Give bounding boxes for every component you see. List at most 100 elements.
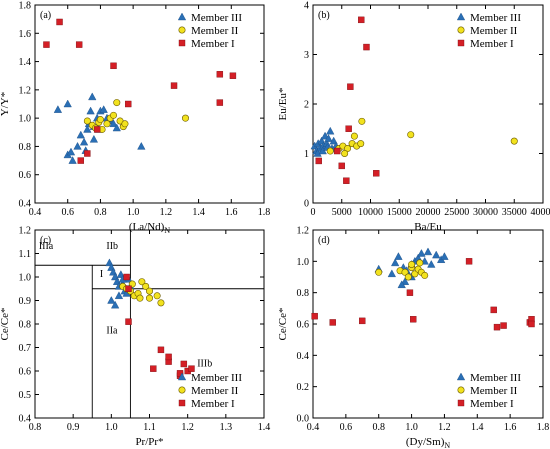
series-member-i: [43, 18, 237, 164]
x-tick-label: 1.0: [127, 207, 140, 218]
legend-label: Member III: [470, 12, 521, 24]
data-point: [338, 162, 345, 170]
x-tick-label: 0.9: [67, 422, 80, 433]
data-point: [109, 119, 118, 128]
x-tick-label: 1.2: [181, 422, 194, 433]
region-label: IIa: [106, 325, 118, 336]
data-point: [329, 136, 338, 145]
x-tick-label: 0.8: [29, 422, 42, 433]
data-point: [408, 260, 416, 268]
data-point: [188, 365, 195, 372]
data-point: [99, 105, 108, 113]
legend-marker: [456, 12, 466, 21]
legend-marker: [456, 372, 466, 381]
legend-marker: [457, 399, 465, 407]
x-axis-label-main: Pr/Pr*: [135, 436, 163, 448]
legend-marker: [178, 39, 186, 47]
data-point: [432, 250, 441, 259]
legend-label: Member I: [470, 38, 514, 50]
x-tick-label: 30000: [473, 207, 498, 218]
y-tick-label: 0.9: [19, 296, 32, 307]
data-point: [410, 316, 417, 323]
data-point: [333, 147, 341, 155]
series-member-i: [123, 273, 195, 379]
panel-label: (d): [318, 235, 330, 246]
y-tick-label: 1.2: [19, 226, 32, 237]
data-point: [311, 312, 318, 320]
data-point: [216, 99, 224, 106]
data-point: [73, 142, 82, 150]
data-point: [510, 137, 518, 145]
data-point: [110, 111, 118, 119]
data-point: [77, 157, 85, 164]
data-point: [350, 132, 358, 140]
data-point: [423, 247, 433, 256]
data-point: [387, 269, 396, 278]
data-point: [216, 71, 224, 78]
x-axis-label-subscript: N: [444, 441, 450, 449]
series-member-i: [311, 258, 535, 331]
y-tick-label: 0.6: [297, 320, 310, 331]
data-point: [391, 258, 400, 267]
data-point: [56, 18, 63, 26]
chart-panel-1: 0.4 0.6 0.8 1.0 1.2 1.4 1.6 1.8 0.4 0.6 0.8 1.0 1.2 1…: [0, 1, 270, 236]
data-point: [138, 278, 146, 286]
y-tick-label: 1.2: [19, 85, 32, 96]
data-point: [76, 130, 85, 139]
data-point: [75, 41, 83, 48]
x-tick-label: 20000: [416, 207, 441, 218]
data-point: [96, 116, 104, 124]
series-member-i: [315, 16, 380, 184]
legend-marker: [177, 12, 187, 21]
x-tick-label: 0.6: [340, 422, 353, 433]
y-tick-label: 1.0: [19, 114, 32, 125]
x-tick-label: 35000: [502, 207, 527, 218]
data-point: [93, 126, 101, 133]
y-axis-label: Y/Y*: [0, 92, 11, 116]
data-point: [53, 105, 63, 113]
data-point: [345, 125, 352, 132]
data-point: [113, 99, 121, 107]
x-axis-label: (Dy/Sm)N: [406, 436, 451, 449]
data-point: [170, 82, 178, 89]
legend-label: Member II: [191, 25, 239, 37]
data-point: [404, 273, 412, 281]
data-point: [66, 147, 76, 156]
data-point: [397, 280, 406, 289]
y-tick-label: 0.6: [19, 170, 32, 181]
legend-marker: [177, 372, 187, 381]
legend-label: Member I: [470, 398, 514, 410]
data-point: [373, 170, 380, 177]
x-axis-label: Ba/Eu: [414, 221, 442, 233]
region-label: IIIa: [39, 241, 54, 252]
x-tick-label: 1.0: [105, 422, 118, 433]
x-tick-label: 1.4: [192, 207, 205, 218]
data-point: [329, 319, 336, 326]
x-tick-label: 25000: [444, 207, 469, 218]
data-point: [83, 117, 91, 125]
y-tick-label: 0.7: [19, 343, 32, 354]
data-point: [357, 140, 365, 148]
data-point: [165, 353, 172, 361]
y-axis-label: Ce/Ce*: [277, 308, 289, 341]
data-point: [157, 299, 165, 307]
x-tick-label: 0.4: [307, 422, 320, 433]
data-point: [110, 62, 117, 70]
y-axis-label: Eu/Eu*: [277, 88, 289, 121]
legend-marker: [178, 399, 186, 407]
legend-label: Member II: [191, 385, 239, 397]
y-tick-label: 0.4: [297, 351, 310, 362]
legend-label: Member II: [470, 385, 518, 397]
data-point: [401, 268, 409, 276]
series-member-ii: [375, 259, 429, 281]
x-tick-label: 1.4: [471, 422, 484, 433]
x-tick-label: 15000: [387, 207, 412, 218]
data-point: [68, 156, 77, 164]
data-point: [125, 318, 132, 325]
y-tick-label: 2: [304, 100, 309, 111]
data-point: [500, 322, 507, 329]
panel-label: (c): [40, 235, 51, 246]
data-point: [326, 126, 335, 135]
